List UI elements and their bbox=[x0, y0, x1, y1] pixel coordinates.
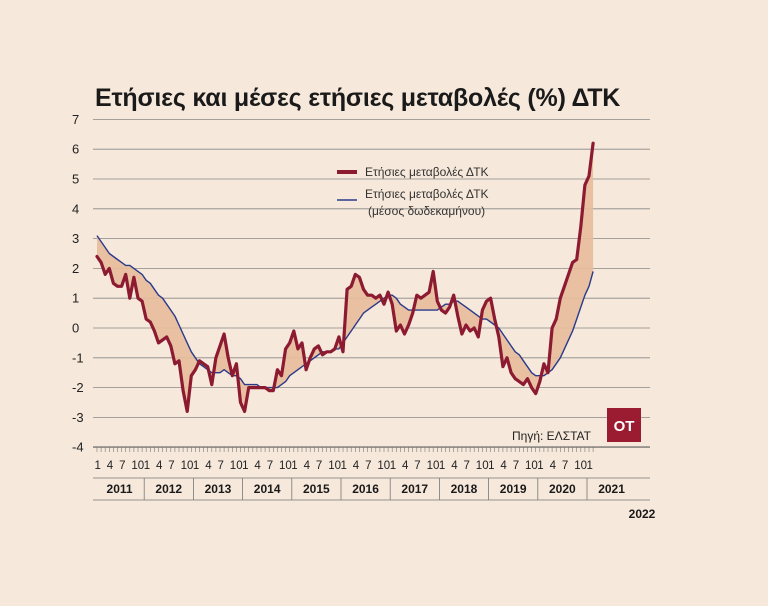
x-year-label: 2012 bbox=[155, 482, 182, 496]
x-year-label: 2016 bbox=[352, 482, 379, 496]
y-axis-ticks: -4 -3 -2 -1 0 1 2 3 4 5 6 7 bbox=[72, 112, 84, 455]
x-year-label: 2019 bbox=[500, 482, 527, 496]
x-month-tick-label: 1 bbox=[390, 460, 396, 472]
x-month-tick-label: 10 bbox=[377, 460, 390, 472]
x-year-label: 2018 bbox=[451, 482, 478, 496]
x-month-tick-label: 10 bbox=[525, 460, 538, 472]
x-month-tick-label: 10 bbox=[574, 460, 587, 472]
y-tick-label: -4 bbox=[72, 440, 84, 455]
x-month-tick-label: 1 bbox=[291, 460, 297, 472]
y-tick-label: 5 bbox=[72, 172, 79, 187]
logo-text: ΟΤ bbox=[614, 418, 635, 435]
x-month-tick-label: 1 bbox=[144, 460, 150, 472]
x-month-tick-label: 1 bbox=[537, 460, 543, 472]
x-month-tick-label: 4 bbox=[205, 460, 212, 472]
x-month-tick-label: 10 bbox=[181, 460, 194, 472]
x-month-tick-label: 1 bbox=[341, 460, 347, 472]
x-month-tick-label: 7 bbox=[218, 460, 224, 472]
y-tick-label: 7 bbox=[72, 112, 79, 127]
x-month-tick-label: 4 bbox=[156, 460, 163, 472]
x-month-tick-label: 10 bbox=[131, 460, 144, 472]
x-month-tick-label: 4 bbox=[304, 460, 311, 472]
x-month-tick-label: 1 bbox=[95, 460, 101, 472]
x-month-tick-label: 4 bbox=[254, 460, 261, 472]
x-year-label: 2022 bbox=[629, 507, 656, 521]
x-year-label: 2017 bbox=[401, 482, 428, 496]
x-month-tick-label: 4 bbox=[500, 460, 507, 472]
x-month-tick-label: 10 bbox=[476, 460, 489, 472]
series-line-annual bbox=[95, 141, 595, 413]
x-month-tick-label: 4 bbox=[550, 460, 557, 472]
logo-badge: ΟΤ bbox=[607, 408, 641, 442]
x-year-label: 2014 bbox=[254, 482, 281, 496]
x-month-tick-label: 7 bbox=[562, 460, 568, 472]
source-note: Πηγή: ΕΛΣΤΑΤ bbox=[512, 429, 592, 443]
x-year-label: 2013 bbox=[205, 482, 232, 496]
y-tick-label: 6 bbox=[72, 142, 79, 157]
x-month-tick-label: 7 bbox=[513, 460, 519, 472]
x-month-tick-label: 4 bbox=[402, 460, 409, 472]
x-month-tick-label: 4 bbox=[451, 460, 458, 472]
y-tick-label: 0 bbox=[72, 321, 79, 336]
x-month-tick-label: 10 bbox=[427, 460, 440, 472]
legend: Ετήσιες μεταβολές ΔΤΚ Ετήσιες μεταβολές … bbox=[337, 165, 489, 218]
x-month-tick-label: 10 bbox=[230, 460, 243, 472]
x-month-tick-label: 1 bbox=[439, 460, 445, 472]
x-month-tick-label: 4 bbox=[107, 460, 114, 472]
x-year-label: 2020 bbox=[549, 482, 576, 496]
x-month-tick-label: 7 bbox=[267, 460, 273, 472]
y-tick-label: 4 bbox=[72, 201, 79, 216]
x-month-tick-label: 7 bbox=[168, 460, 174, 472]
x-month-tick-label: 1 bbox=[193, 460, 199, 472]
x-month-tick-label: 1 bbox=[242, 460, 248, 472]
legend-label-average-line1: Ετήσιες μεταβολές ΔΤΚ bbox=[365, 187, 489, 201]
area-between-series bbox=[97, 143, 594, 412]
x-year-label: 2021 bbox=[598, 482, 625, 496]
y-tick-label: 2 bbox=[72, 261, 79, 276]
x-year-label: 2015 bbox=[303, 482, 330, 496]
x-month-tick-label: 10 bbox=[328, 460, 341, 472]
x-year-label: 2011 bbox=[107, 482, 133, 496]
x-month-tick-label: 10 bbox=[279, 460, 292, 472]
x-month-tick-label: 7 bbox=[464, 460, 470, 472]
x-month-tick-label: 7 bbox=[119, 460, 125, 472]
y-tick-label: -2 bbox=[72, 380, 84, 395]
x-month-tick-label: 7 bbox=[316, 460, 322, 472]
series-layer bbox=[95, 141, 595, 413]
x-axis: 1 4 7 10 1 4 7 10 1 4 7 10 1 4 7 10 1 4 7 10 1 4 7 10 1 4 7 10 1 4 7 10… bbox=[93, 446, 656, 521]
x-month-tick-label: 7 bbox=[414, 460, 420, 472]
x-month-tick-label: 7 bbox=[365, 460, 371, 472]
legend-label-annual: Ετήσιες μεταβολές ΔΤΚ bbox=[365, 165, 489, 179]
area-fill-layer bbox=[97, 143, 594, 412]
chart-title: Ετήσιες και μέσες ετήσιες μεταβολές (%) … bbox=[95, 84, 621, 112]
y-tick-label: 1 bbox=[72, 291, 79, 306]
y-tick-label: 3 bbox=[72, 231, 79, 246]
y-tick-label: -3 bbox=[72, 410, 84, 425]
legend-label-average-line2: (μέσος δωδεκαμήνου) bbox=[368, 204, 485, 218]
x-month-tick-label: 1 bbox=[587, 460, 593, 472]
y-tick-label: -1 bbox=[72, 350, 84, 365]
logo-background bbox=[607, 408, 641, 442]
x-month-tick-label: 1 bbox=[488, 460, 494, 472]
x-month-tick-label: 4 bbox=[353, 460, 360, 472]
